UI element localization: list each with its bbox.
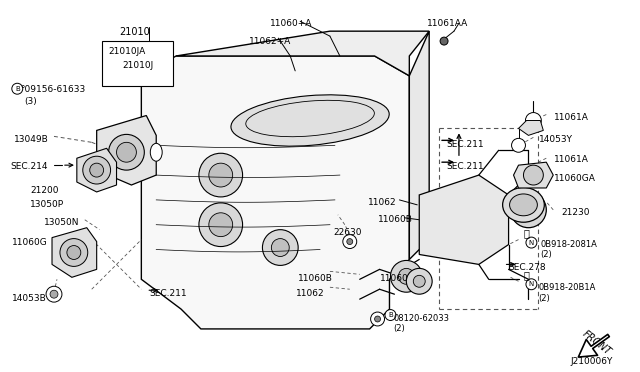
FancyArrowPatch shape [579,334,609,357]
Circle shape [209,163,233,187]
Polygon shape [77,148,116,192]
Text: SEC.278: SEC.278 [509,263,546,272]
Polygon shape [52,228,97,277]
Circle shape [343,235,356,248]
Circle shape [50,290,58,298]
Text: 21010: 21010 [120,27,150,37]
Text: SEC.211: SEC.211 [446,162,484,171]
Circle shape [109,134,145,170]
Text: 13049B: 13049B [14,135,49,144]
Circle shape [83,156,111,184]
Text: 21010J: 21010J [122,61,154,70]
Circle shape [46,286,62,302]
Polygon shape [513,162,553,188]
Circle shape [116,142,136,162]
Circle shape [67,246,81,259]
Circle shape [371,312,385,326]
Text: 13050N: 13050N [44,218,79,227]
Ellipse shape [150,143,162,161]
Text: 14053B: 14053B [12,294,47,303]
Circle shape [413,275,425,287]
Circle shape [12,83,23,94]
Text: 11060+A: 11060+A [270,19,313,28]
Text: N: N [529,281,534,287]
Polygon shape [176,31,429,76]
Text: 22630: 22630 [333,228,362,237]
Circle shape [440,37,448,45]
Text: 11062+A: 11062+A [248,37,291,46]
Circle shape [262,230,298,265]
Circle shape [209,213,233,237]
Text: B: B [388,312,393,318]
Ellipse shape [509,194,538,216]
Circle shape [525,113,541,128]
Text: 11060B: 11060B [298,274,333,283]
Text: 21200: 21200 [30,186,59,195]
Circle shape [518,200,538,220]
Circle shape [347,238,353,244]
Polygon shape [518,121,543,135]
Text: 11060G: 11060G [12,238,48,247]
Text: Ⓝ: Ⓝ [524,270,529,280]
Text: 11060GA: 11060GA [554,174,596,183]
Circle shape [390,260,422,292]
Circle shape [374,316,381,322]
Circle shape [385,310,396,321]
Circle shape [511,138,525,152]
Text: SEC.211: SEC.211 [446,140,484,149]
Text: J210006Y: J210006Y [570,357,612,366]
Text: 0B918-20B1A
(2): 0B918-20B1A (2) [538,283,596,303]
Text: 21230: 21230 [561,208,589,217]
Text: FRONT: FRONT [580,329,612,357]
Polygon shape [141,56,410,329]
Text: 11062: 11062 [367,198,396,207]
Text: 21010JA: 21010JA [109,47,146,56]
Circle shape [90,163,104,177]
Circle shape [271,238,289,256]
Text: 11062: 11062 [296,289,325,298]
Circle shape [199,153,243,197]
Text: 11061A: 11061A [554,155,589,164]
Text: SEC.214: SEC.214 [10,162,48,171]
Text: Ⓝ: Ⓝ [524,229,529,239]
Text: °09156-61633: °09156-61633 [20,85,86,94]
Text: 0B918-2081A
(2): 0B918-2081A (2) [540,240,597,259]
Text: 11060: 11060 [380,274,408,283]
Circle shape [511,192,547,228]
Bar [102,41,173,86]
Text: 08120-62033
(2): 08120-62033 (2) [394,314,449,333]
Ellipse shape [502,187,544,222]
Polygon shape [97,116,156,185]
Ellipse shape [231,95,389,146]
Text: 13050P: 13050P [30,200,64,209]
Text: B: B [15,86,20,92]
Circle shape [199,203,243,247]
Text: 11061A: 11061A [554,113,589,122]
Circle shape [524,165,543,185]
Text: 11061AA: 11061AA [427,19,468,28]
Polygon shape [410,31,429,259]
Circle shape [399,268,414,284]
Text: N: N [529,240,534,246]
Polygon shape [419,175,509,264]
Circle shape [526,279,537,290]
Circle shape [526,237,537,248]
Circle shape [60,238,88,266]
Circle shape [406,268,432,294]
Text: SEC.211: SEC.211 [149,289,187,298]
Text: 14053Y: 14053Y [540,135,573,144]
Text: (3): (3) [24,97,37,106]
Text: 11060B: 11060B [378,215,412,224]
